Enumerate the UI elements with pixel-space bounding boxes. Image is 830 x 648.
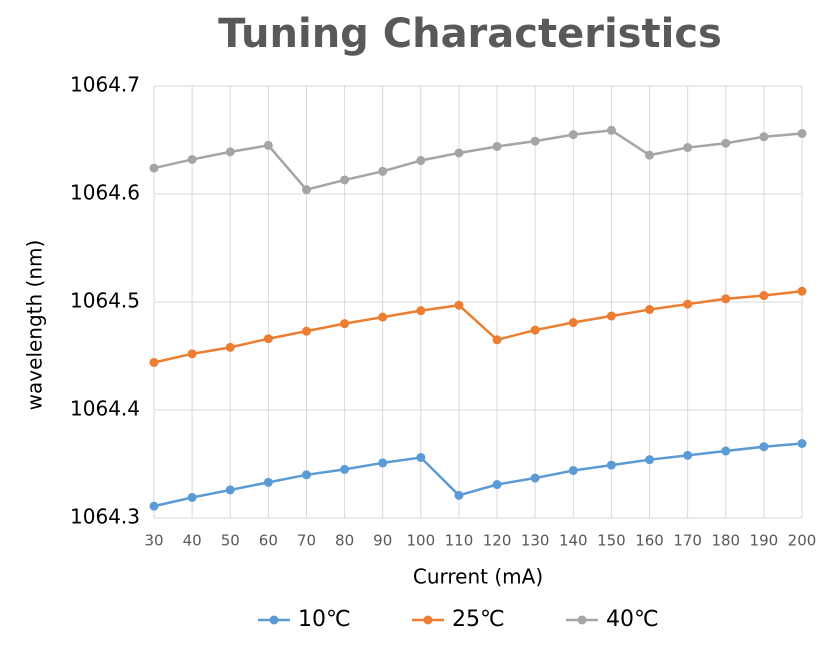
data-point — [797, 129, 807, 139]
chart-title: Tuning Characteristics — [218, 11, 722, 57]
series-line — [153, 128, 803, 192]
data-point — [454, 490, 464, 500]
data-point — [683, 299, 693, 309]
data-point — [645, 455, 655, 465]
data-point — [378, 312, 388, 322]
legend-label: 10℃ — [298, 607, 351, 632]
data-point — [301, 326, 311, 336]
x-tick-label: 120 — [483, 532, 512, 550]
data-point — [378, 458, 388, 468]
data-point — [645, 150, 655, 160]
data-point — [187, 154, 197, 164]
legend-marker — [423, 615, 433, 625]
x-tick-label: 60 — [259, 532, 278, 550]
y-tick-label: 1064.4 — [70, 397, 140, 421]
x-tick-label: 180 — [711, 532, 740, 550]
data-point — [416, 156, 426, 166]
data-point — [187, 349, 197, 359]
y-tick-label: 1064.3 — [70, 505, 140, 529]
data-point — [606, 125, 616, 135]
data-point — [225, 342, 235, 352]
data-point — [454, 300, 464, 310]
data-point — [225, 147, 235, 157]
series-line — [153, 442, 803, 508]
data-point — [721, 446, 731, 456]
data-point — [378, 166, 388, 176]
data-point — [797, 438, 807, 448]
y-tick-label: 1064.6 — [70, 181, 140, 205]
data-point — [530, 325, 540, 335]
x-tick-label: 80 — [335, 532, 354, 550]
data-point — [606, 460, 616, 470]
data-point — [530, 473, 540, 483]
y-axis-label: wavelength (nm) — [23, 240, 47, 411]
series-line — [153, 289, 803, 364]
data-point — [416, 453, 426, 463]
data-point — [149, 501, 159, 511]
data-point — [340, 175, 350, 185]
legend-marker — [269, 615, 279, 625]
data-point — [568, 465, 578, 475]
data-point — [340, 464, 350, 474]
x-tick-label: 70 — [297, 532, 316, 550]
legend-marker — [577, 615, 587, 625]
data-point — [492, 335, 502, 345]
data-point — [340, 319, 350, 329]
data-point — [454, 148, 464, 158]
x-tick-label: 150 — [597, 532, 626, 550]
x-tick-label: 30 — [144, 532, 163, 550]
y-tick-label: 1064.5 — [70, 289, 140, 313]
data-point — [301, 470, 311, 480]
x-tick-label: 200 — [788, 532, 817, 550]
x-tick-label: 140 — [559, 532, 588, 550]
data-point — [149, 357, 159, 367]
data-point — [645, 305, 655, 315]
x-tick-label: 160 — [635, 532, 664, 550]
legend-label: 40℃ — [606, 607, 659, 632]
data-point — [149, 163, 159, 173]
data-point — [263, 140, 273, 150]
data-point — [416, 306, 426, 316]
data-point — [683, 143, 693, 153]
data-point — [225, 485, 235, 495]
data-point — [759, 291, 769, 301]
legend-label: 25℃ — [452, 607, 505, 632]
data-point — [492, 480, 502, 490]
x-tick-label: 50 — [221, 532, 240, 550]
x-tick-label: 190 — [750, 532, 779, 550]
data-point — [606, 311, 616, 321]
data-point — [187, 492, 197, 502]
data-point — [301, 185, 311, 195]
x-tick-label: 110 — [445, 532, 474, 550]
x-tick-label: 90 — [373, 532, 392, 550]
data-point — [530, 136, 540, 146]
data-point — [263, 334, 273, 344]
data-point — [263, 477, 273, 487]
data-point — [568, 130, 578, 140]
data-point — [759, 442, 769, 452]
data-point — [721, 138, 731, 148]
x-tick-label: 170 — [673, 532, 702, 550]
x-tick-label: 100 — [407, 532, 436, 550]
x-tick-label: 40 — [183, 532, 202, 550]
data-point — [568, 318, 578, 328]
data-point — [759, 132, 769, 142]
data-point — [683, 450, 693, 460]
data-point — [797, 286, 807, 296]
data-point — [721, 294, 731, 304]
data-point — [492, 141, 502, 151]
x-tick-label: 130 — [521, 532, 550, 550]
x-axis-label: Current (mA) — [413, 565, 543, 589]
y-tick-label: 1064.7 — [70, 73, 140, 97]
